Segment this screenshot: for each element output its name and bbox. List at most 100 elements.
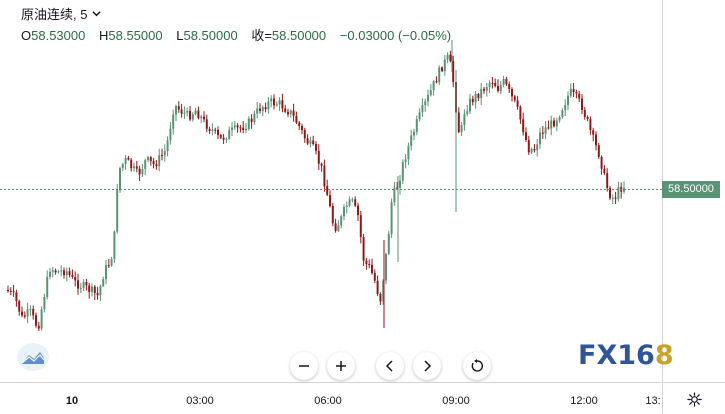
scroll-right-button[interactable] bbox=[413, 352, 441, 380]
candle-body bbox=[57, 271, 60, 273]
candle-body bbox=[116, 190, 119, 232]
candle-body bbox=[133, 166, 135, 169]
candle-body bbox=[147, 157, 149, 161]
candle-body bbox=[429, 90, 432, 95]
candle-body bbox=[99, 286, 102, 296]
candle-body bbox=[138, 168, 141, 175]
change-value: −0.03000 (−0.05%) bbox=[339, 28, 452, 43]
candle-body bbox=[345, 205, 348, 207]
reset-chart-button[interactable] bbox=[463, 352, 491, 380]
candle-body bbox=[270, 98, 273, 102]
axis-settings-corner[interactable] bbox=[662, 382, 725, 414]
candle-body bbox=[65, 271, 68, 276]
candle-body bbox=[15, 292, 18, 302]
candle-body bbox=[261, 107, 264, 111]
candle-body bbox=[74, 277, 77, 281]
candle-body bbox=[303, 130, 306, 139]
gear-icon[interactable] bbox=[687, 392, 702, 407]
candle-body bbox=[130, 159, 133, 169]
chart-pane[interactable] bbox=[0, 0, 662, 382]
candle-body bbox=[60, 270, 63, 272]
candle-body bbox=[200, 116, 203, 119]
logo-badge[interactable] bbox=[17, 343, 49, 371]
candle-body bbox=[485, 87, 488, 91]
zoom-out-button[interactable] bbox=[290, 352, 318, 380]
watermark-text: FX16 bbox=[578, 340, 655, 371]
candle-body bbox=[161, 155, 163, 157]
candle-body bbox=[135, 166, 138, 169]
symbol-title[interactable]: 原油连续, 5 bbox=[21, 7, 88, 22]
candle-body bbox=[609, 188, 611, 199]
candle-body bbox=[567, 95, 569, 105]
candle-body bbox=[331, 206, 334, 224]
candle-body bbox=[264, 107, 267, 110]
candle-body bbox=[527, 140, 530, 153]
price-chart[interactable] bbox=[0, 0, 662, 382]
candle-body bbox=[242, 127, 245, 130]
chevron-left-icon bbox=[385, 360, 393, 372]
candle-body bbox=[387, 233, 390, 254]
candle-body bbox=[441, 67, 443, 71]
candle-body bbox=[385, 253, 387, 281]
candle-body bbox=[435, 81, 438, 83]
candle-body bbox=[611, 197, 614, 199]
candle-body bbox=[320, 163, 323, 166]
candle-body bbox=[553, 120, 555, 127]
candle-body bbox=[365, 260, 368, 265]
candle-body bbox=[18, 301, 21, 312]
candle-body bbox=[79, 287, 82, 289]
candle-body bbox=[12, 291, 15, 293]
zoom-in-button[interactable] bbox=[327, 352, 355, 380]
time-axis[interactable]: 10 03:00 06:00 09:00 12:00 13: bbox=[0, 382, 662, 414]
time-tick-label: 12:00 bbox=[570, 395, 598, 407]
candle-body bbox=[71, 274, 74, 277]
low-value: 58.50000 bbox=[183, 28, 238, 43]
candle-body bbox=[323, 165, 326, 187]
candle-body bbox=[446, 54, 449, 60]
candle-body bbox=[189, 110, 191, 120]
chevron-down-icon[interactable] bbox=[92, 9, 101, 18]
candle-body bbox=[149, 157, 152, 162]
candle-body bbox=[46, 276, 49, 297]
chart-legend: 原油连续, 5 O58.53000 H58.55000 L58.50000 收=… bbox=[21, 4, 451, 46]
candle-body bbox=[513, 96, 516, 101]
candle-body bbox=[231, 127, 233, 130]
candle-body bbox=[452, 61, 455, 82]
candle-body bbox=[247, 118, 250, 129]
scroll-left-button[interactable] bbox=[376, 352, 404, 380]
candle-body bbox=[561, 110, 564, 117]
candle-body bbox=[390, 202, 393, 234]
candle-body bbox=[329, 195, 331, 207]
candle-body bbox=[449, 54, 452, 62]
candle-body bbox=[205, 119, 208, 129]
candle-body bbox=[438, 67, 441, 83]
candle-body bbox=[208, 128, 211, 131]
candle-body bbox=[382, 280, 385, 302]
candle-body bbox=[418, 112, 421, 120]
candle-body bbox=[536, 144, 539, 151]
candle-body bbox=[519, 106, 522, 120]
candle-body bbox=[427, 94, 429, 102]
candle-body bbox=[186, 110, 189, 113]
candle-body bbox=[343, 206, 345, 217]
candle-body bbox=[127, 157, 130, 160]
candle-body bbox=[606, 173, 609, 188]
candle-body bbox=[124, 157, 127, 165]
candle-body bbox=[169, 128, 172, 141]
candle-body bbox=[141, 168, 144, 175]
time-tick-label: 03:00 bbox=[186, 395, 214, 407]
candle-body bbox=[471, 98, 474, 103]
candle-body bbox=[54, 270, 57, 273]
low-label: L bbox=[176, 28, 184, 43]
candle-body bbox=[102, 279, 105, 287]
candle-body bbox=[203, 116, 205, 120]
candle-body bbox=[222, 137, 225, 140]
candle-body bbox=[259, 108, 261, 111]
candle-body bbox=[301, 126, 303, 131]
candle-body bbox=[267, 101, 270, 110]
candle-body bbox=[597, 145, 600, 157]
candle-body bbox=[539, 132, 541, 145]
candle-body bbox=[88, 285, 91, 292]
candle-body bbox=[225, 138, 228, 140]
candle-body bbox=[494, 83, 497, 87]
